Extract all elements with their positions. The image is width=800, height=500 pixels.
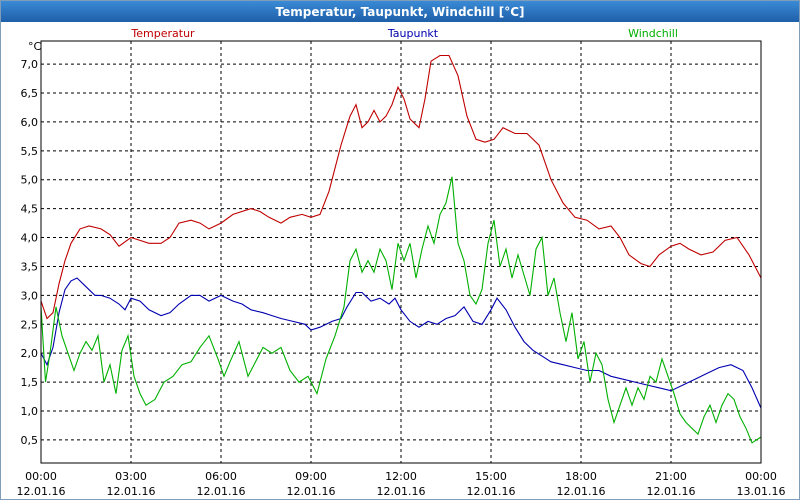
plot-border <box>40 40 762 464</box>
y-tick-label: 5,0 <box>21 174 39 187</box>
x-tick-date: 12.01.16 <box>377 485 426 498</box>
x-tick-date: 12.01.16 <box>557 485 606 498</box>
series-line-windchill <box>40 176 762 444</box>
x-tick-time: 09:00 <box>295 470 327 483</box>
x-tick-time: 03:00 <box>115 470 147 483</box>
y-tick-label: 6,5 <box>21 87 39 100</box>
series-line-taupunkt <box>40 277 762 409</box>
x-tick-date: 13.01.16 <box>737 485 786 498</box>
y-tick-label: 1,5 <box>21 376 39 389</box>
x-tick-date: 12.01.16 <box>467 485 516 498</box>
x-tick-time: 18:00 <box>565 470 597 483</box>
y-tick-label: 7,0 <box>21 58 39 71</box>
x-tick-time: 06:00 <box>205 470 237 483</box>
legend-taupunkt: Taupunkt <box>387 27 439 40</box>
series-line-temperatur <box>40 54 762 320</box>
y-tick-label: 4,5 <box>21 203 39 216</box>
y-tick-label: 6,0 <box>21 116 39 129</box>
y-tick-label: 2,5 <box>21 318 39 331</box>
x-tick-time: 15:00 <box>475 470 507 483</box>
x-tick-date: 12.01.16 <box>647 485 696 498</box>
y-tick-label: 4,0 <box>21 232 39 245</box>
y-tick-label: 2,0 <box>21 347 39 360</box>
window-title: Temperatur, Taupunkt, Windchill [°C] <box>1 1 799 22</box>
y-tick-label: 1,0 <box>21 405 39 418</box>
x-tick-time: 21:00 <box>655 470 687 483</box>
legend-temperatur: Temperatur <box>130 27 195 40</box>
y-tick-label: 0,5 <box>21 434 39 447</box>
x-tick-time: 00:00 <box>25 470 57 483</box>
x-tick-date: 12.01.16 <box>107 485 156 498</box>
x-tick-date: 12.01.16 <box>17 485 66 498</box>
x-tick-date: 12.01.16 <box>287 485 336 498</box>
x-tick-time: 00:00 <box>745 470 777 483</box>
x-tick-date: 12.01.16 <box>197 485 246 498</box>
y-tick-label: 5,5 <box>21 145 39 158</box>
legend-windchill: Windchill <box>628 27 678 40</box>
y-tick-label: 3,0 <box>21 289 39 302</box>
x-tick-time: 12:00 <box>385 470 417 483</box>
y-tick-label: 3,5 <box>21 260 39 273</box>
y-axis-unit: °C <box>28 40 42 53</box>
